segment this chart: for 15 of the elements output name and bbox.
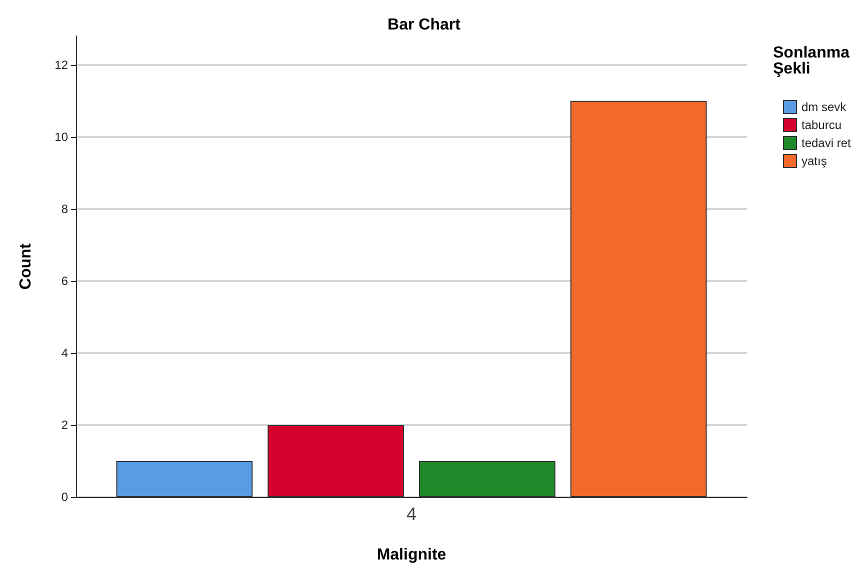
legend-title: Sonlanma Şekli bbox=[773, 44, 854, 78]
y-tick-label: 6 bbox=[61, 274, 68, 288]
legend-label: taburcu bbox=[802, 118, 842, 132]
y-axis-title: Count bbox=[18, 242, 34, 290]
y-tick-label: 10 bbox=[54, 130, 68, 144]
y-tick-label: 2 bbox=[61, 418, 68, 432]
legend-label: tedavi ret bbox=[802, 136, 852, 150]
y-tick-label: 12 bbox=[54, 58, 68, 72]
y-tick-label: 8 bbox=[61, 202, 68, 216]
legend-label: yatış bbox=[802, 154, 827, 168]
chart-title: Bar Chart bbox=[388, 16, 462, 34]
y-tick-label: 0 bbox=[61, 490, 68, 504]
y-tick-label: 4 bbox=[61, 346, 68, 360]
legend-label: dm sevk bbox=[802, 100, 848, 114]
x-axis-title: Malignite bbox=[376, 546, 446, 564]
